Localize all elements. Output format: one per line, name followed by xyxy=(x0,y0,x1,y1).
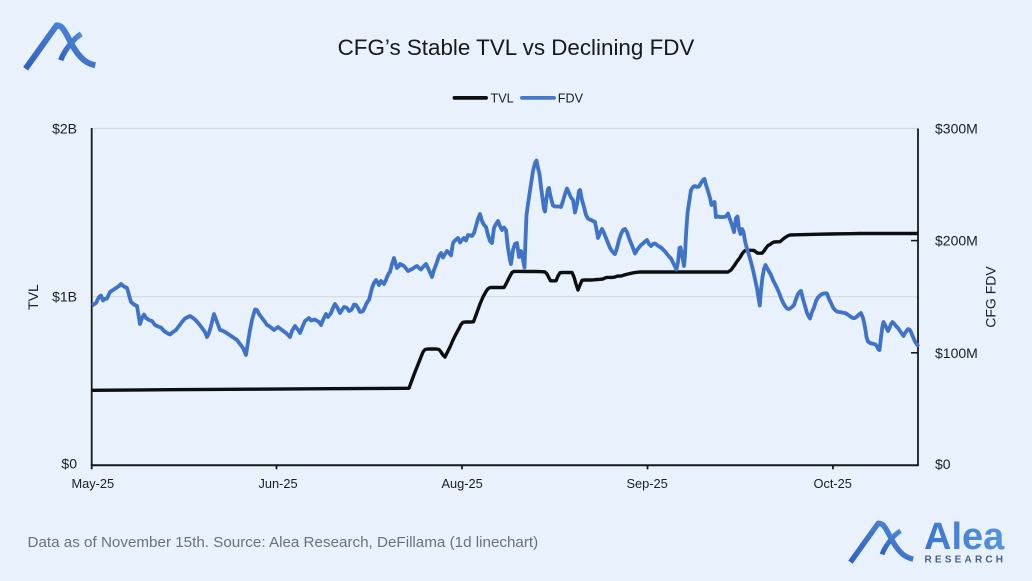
svg-text:Oct-25: Oct-25 xyxy=(814,476,852,491)
svg-text:TVL: TVL xyxy=(491,91,514,105)
svg-text:$300M: $300M xyxy=(935,121,978,137)
svg-text:$2B: $2B xyxy=(52,121,77,137)
svg-text:Data as of November 15th. Sour: Data as of November 15th. Source: Alea R… xyxy=(28,534,539,551)
svg-text:$0: $0 xyxy=(935,456,951,472)
svg-text:FDV: FDV xyxy=(558,91,584,105)
svg-text:$200M: $200M xyxy=(935,233,978,249)
svg-text:May-25: May-25 xyxy=(72,476,115,491)
svg-text:$1B: $1B xyxy=(52,288,77,304)
svg-text:CFG’s Stable TVL vs Declining: CFG’s Stable TVL vs Declining FDV xyxy=(338,35,695,60)
svg-text:CFG FDV: CFG FDV xyxy=(983,266,999,328)
svg-text:TVL: TVL xyxy=(25,284,41,310)
svg-text:Jun-25: Jun-25 xyxy=(259,476,298,491)
svg-text:RESEARCH: RESEARCH xyxy=(925,555,1007,566)
svg-text:Alea: Alea xyxy=(924,516,1005,558)
svg-text:$0: $0 xyxy=(61,456,77,472)
svg-text:Sep-25: Sep-25 xyxy=(627,476,668,491)
svg-text:$100M: $100M xyxy=(935,345,978,361)
svg-text:Aug-25: Aug-25 xyxy=(442,476,483,491)
